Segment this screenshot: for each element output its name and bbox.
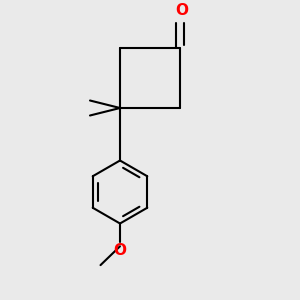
Text: O: O — [175, 3, 188, 18]
Text: O: O — [113, 243, 127, 258]
